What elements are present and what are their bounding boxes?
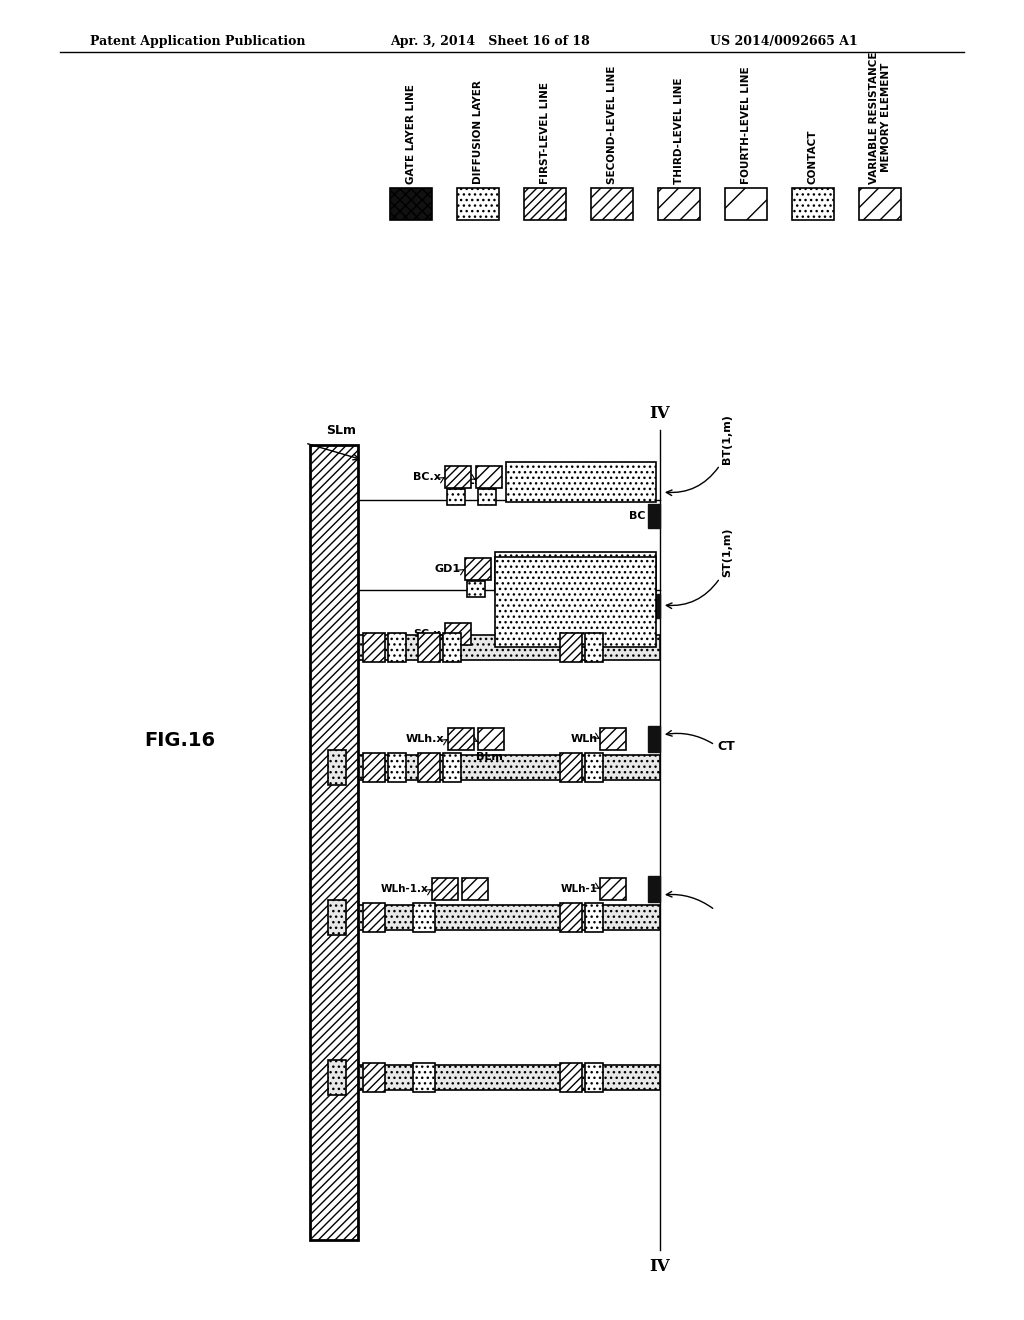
Bar [524,187,566,220]
Bar [600,878,626,900]
Text: DIFFUSION LAYER: DIFFUSION LAYER [473,81,483,183]
Bar [506,462,656,502]
Text: GD1: GD1 [435,564,461,574]
Text: IV: IV [649,405,671,422]
Bar [478,488,496,506]
Bar [449,729,474,750]
Bar [585,1063,603,1092]
Bar [560,634,582,663]
Bar [418,634,440,663]
Text: CT: CT [717,741,735,754]
Text: BC: BC [629,511,645,521]
Text: WLh-1.x: WLh-1.x [380,884,428,894]
Text: IV: IV [649,1258,671,1275]
Bar [445,466,471,488]
Bar [859,187,901,220]
Bar [358,635,660,660]
Text: Patent Application Publication: Patent Application Publication [90,36,305,48]
Bar [432,878,458,900]
Bar [362,903,385,932]
Bar [457,187,499,220]
Text: WLh: WLh [570,734,598,744]
Bar [648,594,660,618]
Bar [390,187,432,220]
Text: US 2014/0092665 A1: US 2014/0092665 A1 [710,36,858,48]
Bar [328,750,346,785]
Bar [658,187,700,220]
Text: BT(1,m): BT(1,m) [722,414,732,465]
Bar [600,729,626,750]
Bar [328,900,346,935]
Text: SC.x: SC.x [414,630,441,639]
Bar [560,752,582,781]
Bar [388,752,406,781]
Bar [648,504,660,528]
Bar [328,1060,346,1096]
Text: THIRD-LEVEL LINE: THIRD-LEVEL LINE [674,78,684,183]
Bar [495,552,656,591]
Text: SECOND-LEVEL LINE: SECOND-LEVEL LINE [607,66,617,183]
Bar [495,557,656,647]
Text: BC.x: BC.x [413,473,441,482]
Bar [585,903,603,932]
Bar [413,903,435,932]
Bar [467,581,485,597]
Text: FIG.16: FIG.16 [144,730,216,750]
Text: GATE LAYER LINE: GATE LAYER LINE [406,84,416,183]
Bar [585,752,603,781]
Bar [465,558,490,579]
Bar [725,187,767,220]
Bar [476,466,502,488]
Bar [413,1063,435,1092]
Bar [358,1065,660,1090]
Text: WLh-1: WLh-1 [561,884,598,894]
Bar [462,878,488,900]
Bar [362,1063,385,1092]
Bar [560,903,582,932]
Bar [310,445,358,1239]
Bar [443,752,461,781]
Text: FOURTH-LEVEL LINE: FOURTH-LEVEL LINE [741,66,751,183]
Bar [362,752,385,781]
Bar [358,755,660,780]
Bar [591,187,633,220]
Bar [648,876,660,902]
Bar [388,634,406,663]
Text: Apr. 3, 2014   Sheet 16 of 18: Apr. 3, 2014 Sheet 16 of 18 [390,36,590,48]
Text: CONTACT: CONTACT [808,129,818,183]
Bar [443,634,461,663]
Bar [362,634,385,663]
Text: SLm: SLm [326,424,356,437]
Text: BLm: BLm [475,752,503,762]
Bar [445,623,471,645]
Text: FIRST-LEVEL LINE: FIRST-LEVEL LINE [540,82,550,183]
Bar [560,1063,582,1092]
Bar [478,729,504,750]
Bar [792,187,834,220]
Bar [585,634,603,663]
Bar [648,726,660,752]
Bar [418,752,440,781]
Text: SC: SC [629,601,645,611]
Text: BLm: BLm [459,477,486,486]
Bar [447,488,465,506]
Text: ST(1,m): ST(1,m) [722,528,732,577]
Text: WLh.x: WLh.x [406,734,444,744]
Text: VARIABLE RESISTANCE
MEMORY ELEMENT: VARIABLE RESISTANCE MEMORY ELEMENT [869,51,891,183]
Bar [358,906,660,931]
